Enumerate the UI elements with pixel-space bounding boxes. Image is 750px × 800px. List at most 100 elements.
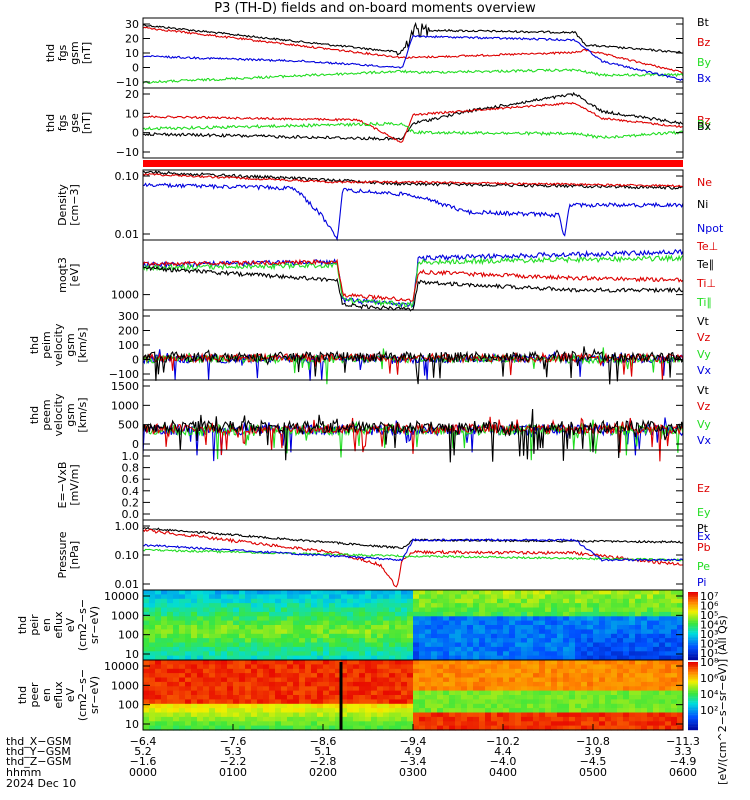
peer-cell	[593, 695, 600, 700]
peir-cell	[461, 646, 468, 652]
peer-cell	[539, 699, 546, 705]
peer-cell	[641, 673, 648, 679]
x-tick-label: 4.9	[404, 745, 422, 758]
peer-cell	[227, 699, 234, 705]
peir-cell	[395, 611, 402, 617]
legend-Pt: Pt	[697, 522, 709, 535]
peir-cell	[539, 616, 546, 622]
peer-cell	[623, 681, 630, 687]
peer-cell	[611, 677, 618, 683]
peir-cell	[257, 620, 264, 626]
peir-cell	[455, 620, 462, 626]
peer-cell	[419, 673, 426, 679]
peer-cell	[659, 677, 666, 683]
peer-cell	[581, 668, 588, 674]
peer-cell	[257, 673, 264, 679]
peir-cell	[341, 655, 348, 661]
colorbar-bottom-cell	[688, 726, 698, 729]
peer-cell	[515, 703, 522, 709]
peir-cell	[317, 590, 324, 595]
peir-cell	[653, 651, 660, 657]
peir-cell	[377, 598, 384, 604]
peir-cell	[593, 655, 600, 661]
peir-cell	[155, 620, 162, 626]
peir-cell	[197, 616, 204, 622]
peer-cell	[371, 725, 378, 731]
peer-cell	[419, 721, 426, 727]
peir-cell	[467, 625, 474, 630]
peer-cell	[641, 660, 648, 665]
peir-cell	[395, 646, 402, 652]
peir-cell	[383, 616, 390, 622]
peir-cell	[419, 590, 426, 595]
peer-cell	[677, 712, 684, 718]
peir-cell	[359, 607, 366, 613]
peir-cell	[479, 607, 486, 613]
peer-cell	[467, 708, 474, 714]
peir-cell	[149, 625, 156, 630]
peir-cell	[671, 625, 678, 630]
peir-cell	[677, 603, 684, 609]
peir-cell	[227, 642, 234, 648]
y-tick-label: 0.01	[115, 228, 140, 241]
peir-cell	[401, 629, 408, 635]
peer-cell	[407, 690, 414, 696]
peer-cell	[491, 681, 498, 687]
peer-cell	[281, 703, 288, 709]
peir-cell	[527, 616, 534, 622]
peir-cell	[221, 620, 228, 626]
peer-cell	[491, 708, 498, 714]
peer-cell	[509, 695, 516, 700]
peir-cell	[365, 638, 372, 644]
peir-cell	[425, 607, 432, 613]
peir-cell	[299, 638, 306, 644]
peir-cell	[203, 611, 210, 617]
peir-cell	[275, 633, 282, 639]
peer-cell	[347, 703, 354, 709]
peir-cell	[581, 594, 588, 600]
peir-cell	[179, 603, 186, 609]
peir-cell	[593, 642, 600, 648]
peir-cell	[341, 590, 348, 595]
peir-cell	[281, 616, 288, 622]
peir-cell	[551, 594, 558, 600]
peir-cell	[497, 638, 504, 644]
peir-cell	[251, 646, 258, 652]
colorbar-bottom-cell	[688, 687, 698, 690]
peir-cell	[347, 616, 354, 622]
peer-cell	[479, 660, 486, 665]
peir-cell	[293, 638, 300, 644]
peer-cell	[461, 690, 468, 696]
colorbar-top-cell	[688, 629, 698, 632]
y-tick-label: 0.10	[115, 170, 140, 183]
peer-cell	[377, 721, 384, 727]
peir-cell	[557, 638, 564, 644]
peer-cell	[227, 703, 234, 709]
peer-cell	[155, 660, 162, 665]
peir-cell	[299, 629, 306, 635]
peir-cell	[623, 651, 630, 657]
peir-cell	[275, 594, 282, 600]
peir-cell	[617, 625, 624, 630]
peir-cell	[419, 620, 426, 626]
peer-cell	[455, 716, 462, 722]
peir-cell	[671, 642, 678, 648]
peir-cell	[191, 620, 198, 626]
peir-cell	[521, 616, 528, 622]
peir-cell	[365, 633, 372, 639]
peir-cell	[557, 611, 564, 617]
peir-cell	[377, 620, 384, 626]
peir-cell	[653, 607, 660, 613]
peir-cell	[437, 616, 444, 622]
peir-cell	[191, 616, 198, 622]
peer-cell	[569, 716, 576, 722]
peer-cell	[329, 686, 336, 692]
peer-cell	[437, 716, 444, 722]
x-tick-label: 4.4	[494, 745, 512, 758]
peir-cell	[587, 633, 594, 639]
peer-cell	[671, 716, 678, 722]
peir-cell	[623, 620, 630, 626]
peer-cell	[149, 703, 156, 709]
colorbar-bottom-tick: 10⁶	[700, 672, 719, 685]
peir-cell	[203, 633, 210, 639]
